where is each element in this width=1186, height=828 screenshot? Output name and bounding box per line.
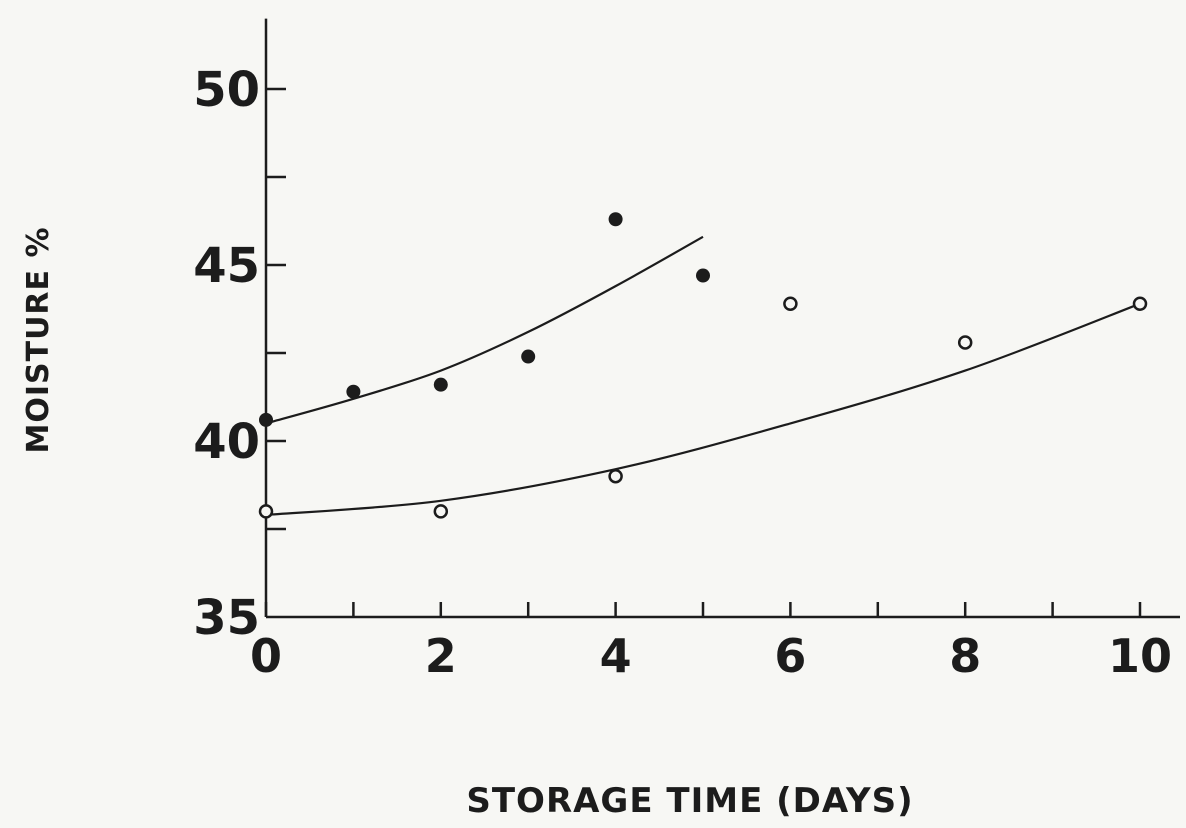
open-data-point — [783, 296, 798, 311]
y-axis-title: MOISTURE % — [21, 226, 56, 453]
open-data-point — [957, 335, 973, 350]
fit-curve-1 — [265, 235, 704, 425]
filled-data-point — [696, 268, 710, 283]
data-points — [258, 212, 1148, 519]
x-tick-label: 10 — [1108, 629, 1172, 683]
x-axis-title: STORAGE TIME (DAYS) — [466, 781, 913, 821]
filled-data-point — [259, 412, 273, 427]
fit-curve-2 — [265, 302, 1141, 516]
x-tick-label: 2 — [425, 629, 457, 683]
y-tick-label: 35 — [193, 590, 260, 646]
x-tick-label: 8 — [949, 629, 981, 683]
x-tick-label: 6 — [774, 629, 806, 683]
y-tick-label: 45 — [193, 238, 260, 294]
open-data-point — [1132, 296, 1148, 311]
x-tick-label: 4 — [600, 629, 632, 683]
tick-labels: 0 2 4 6 8 10 35 40 45 50 — [193, 62, 1172, 683]
open-data-point — [258, 504, 274, 519]
y-tick-label: 40 — [193, 414, 260, 470]
y-tick-label: 50 — [193, 62, 260, 118]
axes — [264, 18, 1180, 619]
open-data-point — [608, 468, 623, 484]
filled-data-point — [521, 349, 536, 364]
x-tick-label: 0 — [250, 629, 282, 683]
filled-data-point — [433, 377, 448, 392]
open-data-point — [433, 504, 449, 519]
filled-data-point — [346, 384, 361, 399]
filled-data-point — [608, 212, 623, 227]
fit-curves — [265, 235, 1141, 516]
